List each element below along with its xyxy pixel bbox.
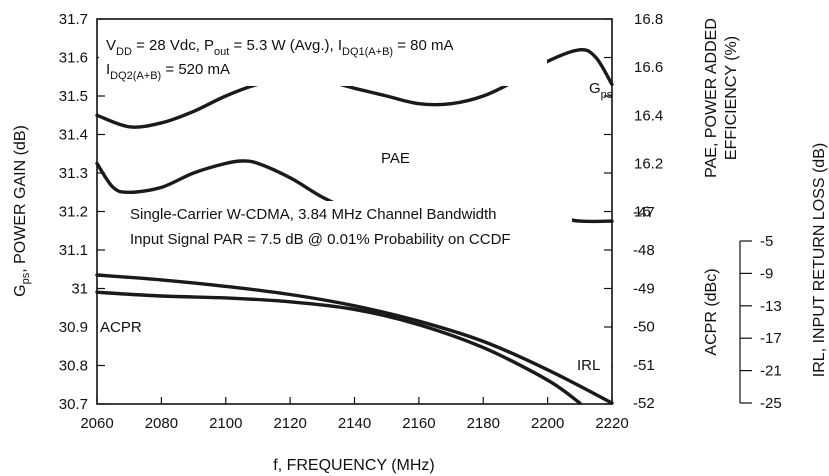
curve-group — [95, 48, 614, 405]
x-tick-label: 2140 — [338, 415, 371, 432]
left-tick-label: 31.1 — [59, 242, 88, 259]
series-line-irl — [95, 273, 614, 405]
pae-tick-label: 16.8 — [634, 11, 663, 28]
left-tick-label: 30.9 — [59, 319, 88, 336]
condition-box-bg — [99, 28, 547, 86]
condition-line-1: VDD = 28 Vdc, Pout = 5.3 W (Avg.), IDQ1(… — [106, 37, 454, 58]
series-label-acpr: ACPR — [100, 319, 142, 336]
irl-tick-label: -17 — [760, 330, 782, 347]
left-tick-label: 31 — [71, 281, 88, 298]
irl-axis-label: IRL, INPUT RETURN LOSS (dB) — [811, 143, 828, 377]
pae-axis-label-2: EFFICIENCY (%) — [723, 36, 740, 160]
acpr-label-bg — [98, 316, 146, 337]
x-tick-label: 2080 — [145, 415, 178, 432]
left-axis-label: Gps, POWER GAIN (dB) — [12, 125, 32, 297]
signal-line-1: Single-Carrier W-CDMA, 3.84 MHz Channel … — [130, 206, 497, 223]
pae-tick-label: 16.6 — [634, 59, 663, 76]
x-tick-label: 2060 — [80, 415, 113, 432]
tick-group: 2060 2080 2100 2120 2140 2160 2180 2200 2220 30.7… — [59, 11, 782, 432]
signal-box-bg — [122, 201, 572, 253]
acpr-tick-label: -51 — [633, 357, 655, 374]
pae-axis-label-1: PAE, POWER ADDED — [703, 18, 720, 178]
condition-line-2: IDQ2(A+B) = 520 mA — [106, 61, 230, 82]
series-label-irl: IRL — [577, 357, 600, 374]
x-tick-label: 2220 — [595, 415, 628, 432]
irl-label-bg — [575, 354, 611, 376]
irl-tick-label: -9 — [760, 265, 773, 282]
pae-tick-label: 16.4 — [634, 107, 663, 124]
x-tick-label: 2180 — [467, 415, 500, 432]
acpr-tick-label: -47 — [633, 204, 655, 221]
series-line-left — [95, 48, 614, 129]
pae-tick-label: 16 — [634, 204, 651, 221]
x-tick-label: 2100 — [209, 415, 242, 432]
irl-tick-label: -21 — [760, 363, 782, 380]
series-label-gps: Gps — [589, 80, 613, 101]
left-tick-label: 31.5 — [59, 88, 88, 105]
x-axis-label: f, FREQUENCY (MHz) — [273, 457, 434, 474]
acpr-tick-label: -50 — [633, 319, 655, 336]
left-tick-label: 30.7 — [59, 396, 88, 413]
left-tick-label: 31.4 — [59, 127, 88, 144]
acpr-tick-label: -48 — [633, 242, 655, 259]
x-tick-label: 2120 — [273, 415, 306, 432]
left-tick-label: 31.3 — [59, 165, 88, 182]
left-tick-label: 31.2 — [59, 204, 88, 221]
series-label-pae: PAE — [381, 150, 410, 167]
left-tick-label: 31.6 — [59, 50, 88, 67]
irl-tick-label: -13 — [760, 298, 782, 315]
irl-tick-label: -5 — [760, 233, 773, 250]
x-tick-label: 2200 — [531, 415, 564, 432]
acpr-axis-label: ACPR (dBc) — [703, 268, 720, 355]
signal-line-2: Input Signal PAR = 7.5 dB @ 0.01% Probab… — [130, 231, 511, 248]
acpr-tick-label: -52 — [633, 395, 655, 412]
left-tick-label: 31.7 — [59, 11, 88, 28]
left-tick-label: 30.8 — [59, 358, 88, 375]
pae-tick-label: 16.2 — [634, 155, 663, 172]
series-line-acpr — [95, 290, 582, 405]
acpr-tick-label: -49 — [633, 280, 655, 297]
x-tick-label: 2160 — [402, 415, 435, 432]
irl-tick-label: -25 — [760, 395, 782, 412]
